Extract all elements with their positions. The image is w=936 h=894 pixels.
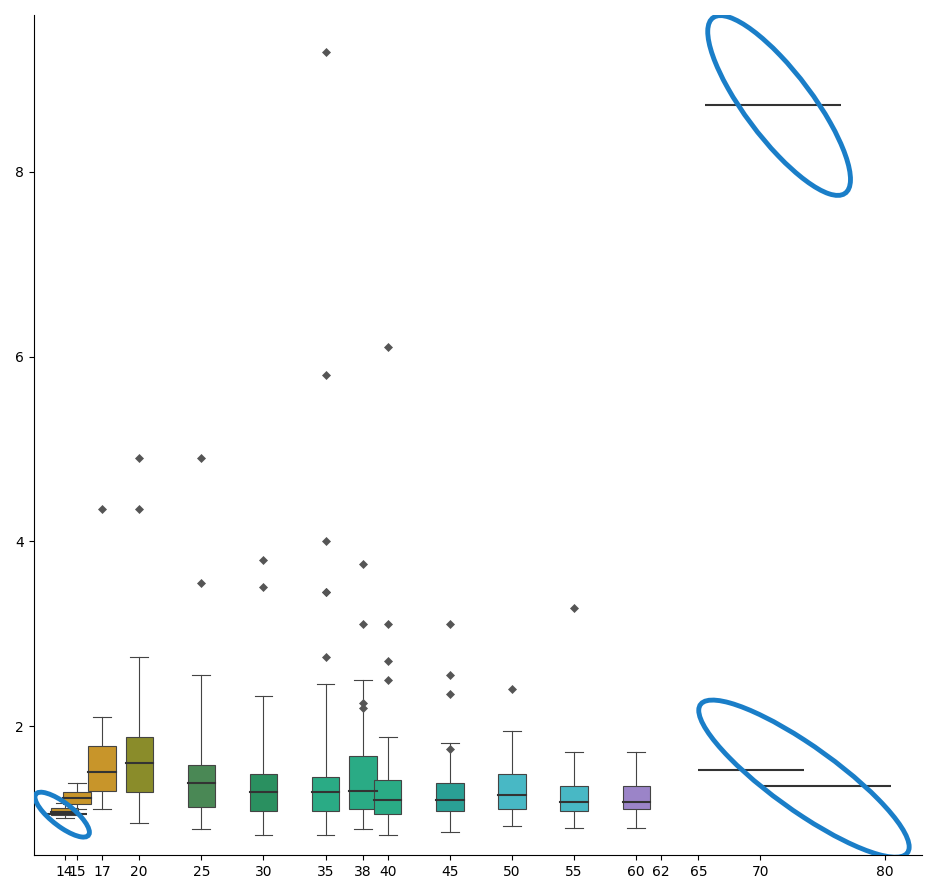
- Bar: [88, 746, 115, 790]
- Bar: [560, 786, 587, 811]
- Bar: [622, 786, 650, 809]
- Bar: [51, 808, 79, 814]
- Bar: [125, 737, 153, 792]
- Bar: [436, 783, 463, 811]
- Bar: [64, 792, 91, 805]
- Bar: [187, 764, 214, 807]
- Bar: [312, 777, 339, 811]
- Bar: [498, 774, 525, 809]
- Bar: [349, 755, 376, 809]
- Bar: [250, 774, 277, 811]
- Bar: [373, 780, 401, 814]
